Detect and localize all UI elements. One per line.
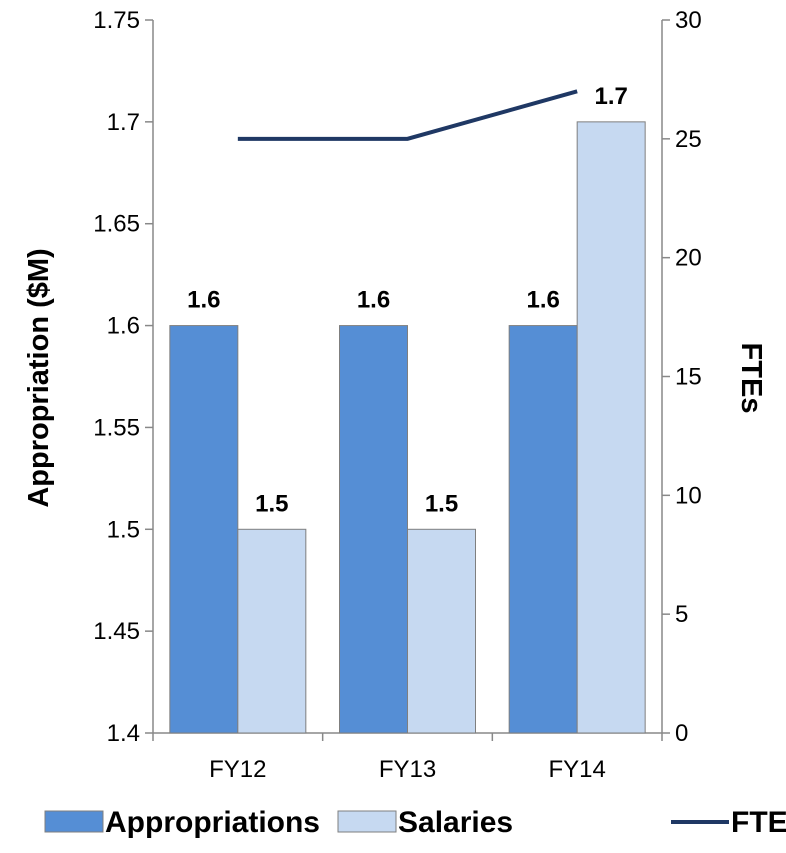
x-tick-label: FY14 [548, 756, 605, 783]
x-tick-label: FY13 [379, 756, 436, 783]
salaries-legend-swatch [337, 810, 397, 833]
y2-tick-label: 0 [675, 720, 688, 747]
fte-line [237, 89, 578, 141]
salaries-bar [407, 528, 476, 734]
y-axis-title: Appropriation ($M) [23, 248, 55, 507]
salaries-data-label: 1.7 [594, 83, 627, 110]
ftes-legend-label: FTEs [731, 806, 786, 839]
y-tick-label: 1.65 [93, 211, 140, 238]
appropriations-data-label: 1.6 [187, 287, 220, 314]
y-tick-label: 1.55 [93, 414, 140, 441]
appropriations-legend-label: Appropriations [105, 806, 320, 839]
appropriations-legend-swatch [44, 810, 104, 833]
appropriations-data-label: 1.6 [357, 287, 390, 314]
y2-tick-label: 10 [675, 482, 702, 509]
salaries-data-label: 1.5 [425, 490, 458, 517]
salaries-bar [237, 528, 307, 734]
y-tick-label: 1.4 [107, 720, 140, 747]
salaries-bar [576, 121, 646, 734]
salaries-data-label: 1.5 [255, 490, 288, 517]
y-tick-label: 1.45 [93, 618, 140, 645]
y-tick-label: 1.7 [107, 109, 140, 136]
tick-labels: 1.75 1.7 1.65 1.6 1.55 1.5 1.45 1.4 30 25 20 15 10 5 0… [93, 7, 701, 783]
salaries-legend-label: Salaries [398, 806, 513, 839]
y-tick-label: 1.6 [107, 313, 140, 340]
x-tick-label: FY12 [209, 756, 266, 783]
legend: Appropriations Salaries FTEs [44, 806, 786, 839]
y2-tick-label: 15 [675, 364, 702, 391]
appropriations-data-label: 1.6 [526, 287, 559, 314]
y2-tick-label: 25 [675, 126, 702, 153]
data-labels: 1.6 1.5 1.6 1.5 1.6 1.7 [187, 83, 628, 517]
y2-tick-label: 30 [675, 7, 702, 34]
fte-series-line [237, 89, 578, 141]
y2-tick-label: 20 [675, 245, 702, 272]
bars [169, 121, 646, 734]
y2-axis-title: FTEs [735, 343, 767, 414]
appropriations-bar [339, 325, 408, 734]
appropriations-bar [169, 325, 239, 734]
y-tick-label: 1.75 [93, 7, 140, 34]
y2-tick-label: 5 [675, 601, 688, 628]
y-tick-label: 1.5 [107, 516, 140, 543]
appropriations-bar [508, 325, 578, 734]
